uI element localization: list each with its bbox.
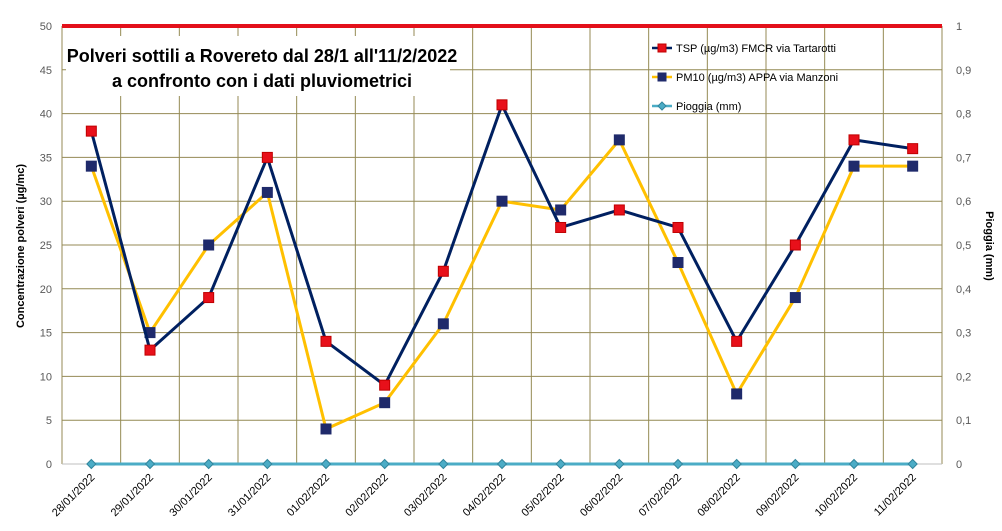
rain-marker — [907, 458, 918, 470]
pm10-marker — [437, 318, 449, 330]
rain-marker — [320, 458, 332, 470]
legend: TSP (µg/m3) FMCR via Tartarotti PM10 (µg/… — [652, 43, 838, 113]
legend-label: TSP (µg/m3) FMCR via Tartarotti — [676, 43, 836, 55]
rain-marker — [614, 458, 625, 470]
y2-tick-label: 0,5 — [956, 240, 971, 252]
pm10-marker — [261, 186, 273, 198]
y2-tick-label: 0,6 — [956, 196, 971, 208]
pm10-marker — [613, 134, 625, 146]
rain-marker — [203, 458, 214, 470]
y-tick-label: 45 — [40, 65, 52, 77]
tsp-marker — [848, 134, 860, 146]
rain-marker — [555, 458, 566, 470]
tsp-marker — [320, 335, 332, 347]
pm10-marker — [555, 204, 567, 216]
title-box — [66, 36, 450, 96]
rain-marker — [144, 458, 156, 470]
y2-tick-label: 1 — [956, 21, 962, 33]
pm10-marker — [320, 423, 332, 435]
pm10-marker — [731, 388, 743, 400]
rain-marker — [731, 458, 742, 470]
y-tick-label: 20 — [40, 284, 52, 296]
y-tick-label: 25 — [40, 240, 52, 252]
y-tick-label: 15 — [40, 328, 52, 340]
y-tick-label: 40 — [40, 109, 52, 121]
legend-marker — [657, 101, 667, 111]
tsp-marker — [85, 125, 97, 137]
pm10-marker — [203, 239, 215, 251]
pm10-marker — [907, 160, 919, 172]
y2-tick-label: 0,4 — [956, 284, 971, 296]
y2-tick-label: 0,3 — [956, 328, 971, 340]
rain-marker — [438, 458, 449, 470]
tsp-marker — [261, 151, 273, 163]
legend-label: Pioggia (mm) — [676, 101, 741, 113]
rain-marker — [262, 458, 273, 470]
tsp-marker — [672, 221, 684, 233]
rain-marker — [379, 458, 390, 470]
pm10-marker — [848, 160, 860, 172]
legend-label: PM10 (µg/m3) APPA via Manzoni — [676, 72, 838, 84]
rain-marker — [86, 458, 97, 470]
tsp-marker — [144, 344, 156, 356]
y-axis-label: Concentrazione polveri (µg/mc) — [15, 164, 27, 328]
title-line-2: a confronto con i dati pluviometrici — [112, 71, 412, 91]
y2-tick-label: 0,2 — [956, 371, 971, 383]
title-line-1: Polveri sottili a Rovereto dal 28/1 all'… — [67, 46, 457, 66]
y-tick-label: 30 — [40, 196, 52, 208]
chart-title: Polveri sottili a Rovereto dal 28/1 all'… — [66, 36, 457, 96]
y-tick-label: 35 — [40, 152, 52, 164]
tsp-marker — [496, 99, 508, 111]
y2-tick-label: 0 — [956, 459, 962, 471]
legend-marker — [657, 43, 667, 53]
rain-marker — [848, 458, 860, 470]
y2-tick-label: 0,9 — [956, 65, 971, 77]
tsp-marker — [203, 292, 215, 304]
tsp-marker — [379, 379, 391, 391]
tsp-marker — [731, 335, 743, 347]
rain-marker — [672, 458, 684, 470]
y-tick-label: 5 — [46, 415, 52, 427]
y-tick-label: 0 — [46, 459, 52, 471]
legend-marker — [657, 72, 667, 82]
pm10-marker — [496, 195, 508, 207]
pm10-marker — [672, 257, 684, 269]
series-layer — [85, 99, 919, 470]
y2-tick-label: 0,7 — [956, 152, 971, 164]
pm10-marker — [85, 160, 97, 172]
pm10-marker — [789, 292, 801, 304]
y-tick-label: 10 — [40, 371, 52, 383]
rain-marker — [790, 458, 801, 470]
y2-axis-label: Pioggia (mm) — [983, 211, 995, 281]
y2-tick-label: 0,8 — [956, 109, 971, 121]
rain-marker — [496, 458, 508, 470]
tsp-marker — [555, 221, 567, 233]
tsp-marker — [907, 143, 919, 155]
y2-tick-label: 0,1 — [956, 415, 971, 427]
tsp-marker — [437, 265, 449, 277]
tsp-marker — [789, 239, 801, 251]
y-tick-label: 50 — [40, 21, 52, 33]
pm10-marker — [379, 397, 391, 409]
tsp-marker — [613, 204, 625, 216]
